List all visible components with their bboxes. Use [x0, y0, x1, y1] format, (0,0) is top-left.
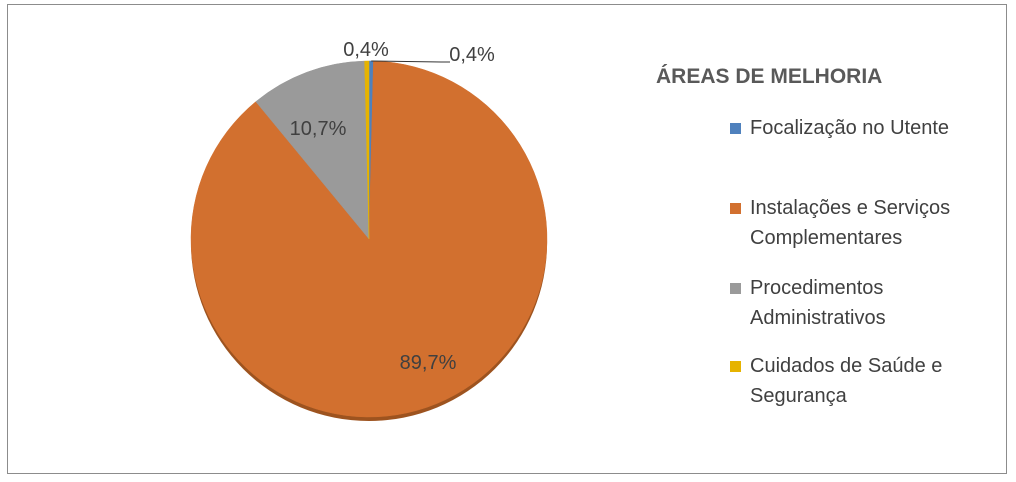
legend-title: ÁREAS DE MELHORIA — [656, 65, 883, 88]
legend-label-line: Cuidados de Saúde e — [750, 355, 943, 377]
data-label-1: 89,7% — [400, 352, 457, 374]
chart-area: 0,4% 89,7% 10,7% 0,4% ÁREAS DE MELHORIA Foc… — [7, 4, 1007, 474]
legend-label-1: Instalações e Serviços Complementares — [750, 193, 1010, 253]
legend-label-line: Complementares — [750, 227, 903, 249]
legend-swatch-3 — [730, 361, 741, 372]
data-label-3: 0,4% — [343, 39, 389, 61]
legend-label-line: Instalações e Serviços — [750, 197, 951, 219]
legend-swatch-2 — [730, 283, 741, 294]
pie-slice-2 — [255, 60, 370, 240]
legend-swatch-0 — [730, 123, 741, 134]
legend-label-2: Procedimentos Administrativos — [750, 273, 1010, 333]
data-label-0: 0,4% — [449, 44, 495, 66]
leader-line-0 — [371, 60, 450, 63]
pie-slice-3 — [364, 60, 370, 240]
data-label-2: 10,7% — [290, 118, 347, 140]
legend-label-line: Segurança — [750, 385, 847, 407]
legend-label-line: Administrativos — [750, 307, 886, 329]
legend-label-line: Procedimentos — [750, 277, 884, 299]
legend-label-line: Focalização no Utente — [750, 117, 950, 139]
legend-label-3: Cuidados de Saúde e Segurança — [750, 351, 1010, 411]
pie-chart: 0,4% 89,7% 10,7% 0,4% — [190, 39, 548, 421]
legend-swatch-1 — [730, 203, 741, 214]
legend-label-0: Focalização no Utente — [750, 113, 1010, 143]
